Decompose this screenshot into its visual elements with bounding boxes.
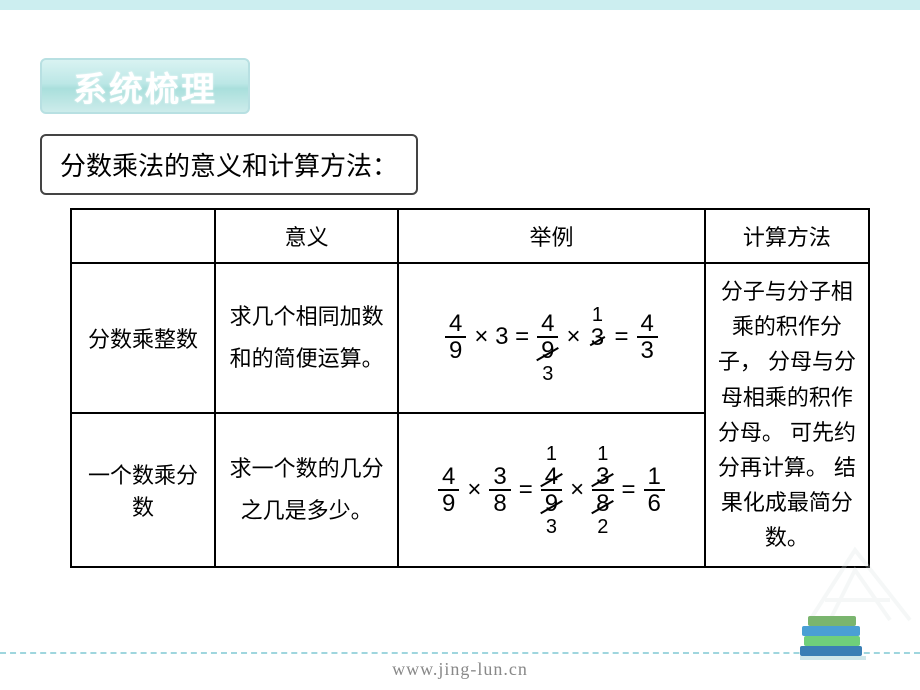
top-border-strip xyxy=(0,0,920,10)
whole-cancel: 1 3 xyxy=(588,325,606,350)
header-badge: 系统梳理 xyxy=(40,58,250,114)
fraction: 1 6 xyxy=(644,464,665,516)
header-badge-text: 系统梳理 xyxy=(73,62,217,111)
fraction: 4 3 xyxy=(637,311,658,363)
fraction: 4 9 xyxy=(445,311,466,363)
books-icon xyxy=(794,610,872,664)
footer-dashed-line xyxy=(0,652,920,654)
table-header-row: 意义 举例 计算方法 xyxy=(71,209,869,263)
section-title: 分数乘法的意义和计算方法： xyxy=(40,134,418,195)
row1-meaning: 求几个相同加数和的简便运算。 xyxy=(215,263,398,413)
header-empty xyxy=(71,209,215,263)
row1-label: 分数乘整数 xyxy=(71,263,215,413)
method-cell: 分子与分子相乘的积作分子， 分母与分母相乘的积作分母。 可先约分再计算。 结果化… xyxy=(705,263,869,567)
header-meaning: 意义 xyxy=(215,209,398,263)
fraction: 4 9 3 xyxy=(537,311,558,363)
row2-example: 4 9 × 3 8 = 1 4 9 3 × 1 3 xyxy=(398,413,705,566)
header-example: 举例 xyxy=(398,209,705,263)
row1-example: 4 9 × 3 = 4 9 3 × 1 3 = 4 3 xyxy=(398,263,705,413)
footer-url: www.jing-lun.cn xyxy=(0,659,920,680)
table-row: 分数乘整数 求几个相同加数和的简便运算。 4 9 × 3 = 4 9 3 × 1… xyxy=(71,263,869,413)
fraction: 1 3 8 2 xyxy=(592,464,613,516)
header-method: 计算方法 xyxy=(705,209,869,263)
fraction: 4 9 xyxy=(438,464,459,516)
row2-meaning: 求一个数的几分之几是多少。 xyxy=(215,413,398,566)
fraction: 3 8 xyxy=(489,464,510,516)
main-table: 意义 举例 计算方法 分数乘整数 求几个相同加数和的简便运算。 4 9 × 3 … xyxy=(70,208,870,568)
fraction: 1 4 9 3 xyxy=(541,464,562,516)
row2-label: 一个数乘分数 xyxy=(71,413,215,566)
